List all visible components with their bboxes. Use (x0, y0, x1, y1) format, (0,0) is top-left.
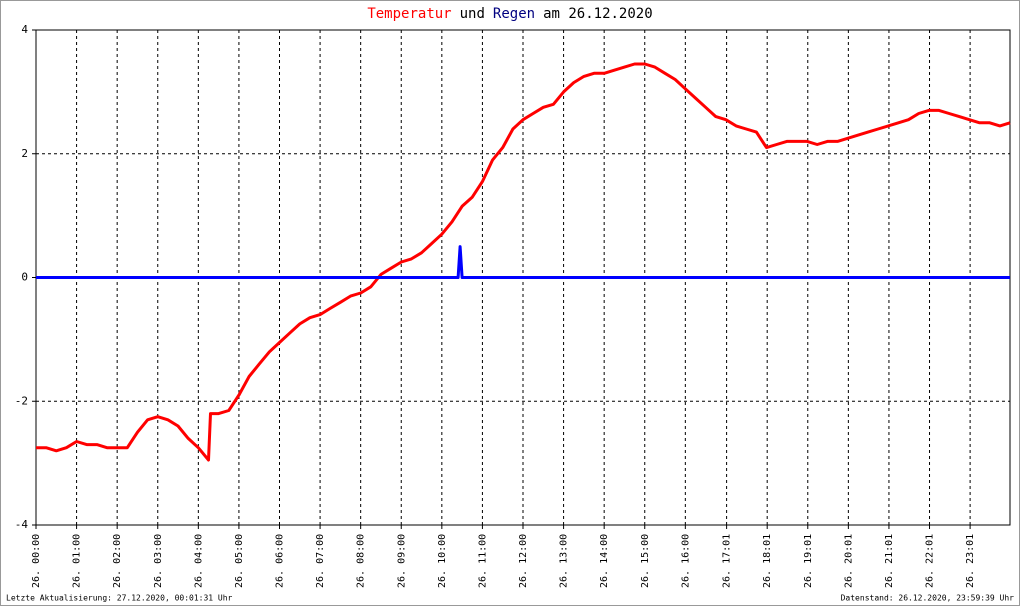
x-tick-label: 26. 15:00 (640, 534, 651, 588)
x-tick-label: 26. 05:00 (234, 534, 245, 588)
x-tick-label: 26. 18:01 (762, 534, 773, 588)
x-tick-label: 26. 13:00 (559, 534, 570, 588)
x-tick-label: 26. 08:00 (356, 534, 367, 588)
y-tick-label: 4 (21, 23, 28, 36)
x-tick-label: 26. 01:00 (72, 534, 83, 588)
x-tick-label: 26. 07:00 (315, 534, 326, 588)
x-tick-label: 26. 16:00 (680, 534, 691, 588)
title-part: Regen (493, 6, 535, 22)
title-part: Temperatur (367, 6, 451, 22)
x-tick-label: 26. 02:00 (112, 534, 123, 588)
x-tick-label: 26. 11:00 (477, 534, 488, 588)
y-tick-label: -2 (15, 394, 28, 407)
x-tick-label: 26. 20:01 (843, 534, 854, 588)
x-tick-label: 26. 22:01 (925, 534, 936, 588)
y-tick-label: 2 (21, 147, 28, 160)
x-tick-label: 26. 21:01 (884, 534, 895, 588)
x-tick-label: 26. 10:00 (437, 534, 448, 588)
x-tick-label: 26. 19:01 (803, 534, 814, 588)
x-tick-label: 26. 23:01 (965, 534, 976, 588)
series-line (36, 245, 1010, 279)
title-part: am 26.12.2020 (543, 6, 653, 22)
title-part: und (460, 6, 485, 22)
x-tick-label: 26. 06:00 (275, 534, 286, 588)
footer-left: Letzte Aktualisierung: 27.12.2020, 00:01… (6, 594, 233, 603)
y-tick-label: 0 (21, 271, 28, 284)
x-tick-label: 26. 17:01 (722, 534, 733, 588)
x-tick-label: 26. 12:00 (518, 534, 529, 588)
x-tick-label: 26. 04:00 (193, 534, 204, 588)
footer-right: Datenstand: 26.12.2020, 23:59:39 Uhr (841, 594, 1015, 603)
chart-title: Temperatur und Regen am 26.12.2020 (367, 6, 652, 22)
x-tick-label: 26. 03:00 (153, 534, 164, 588)
x-tick-label: 26. 00:00 (31, 534, 42, 588)
y-tick-label: -4 (15, 518, 29, 531)
x-tick-label: 26. 14:00 (599, 534, 610, 588)
series-line (36, 62, 1011, 462)
x-tick-label: 26. 09:00 (396, 534, 407, 588)
